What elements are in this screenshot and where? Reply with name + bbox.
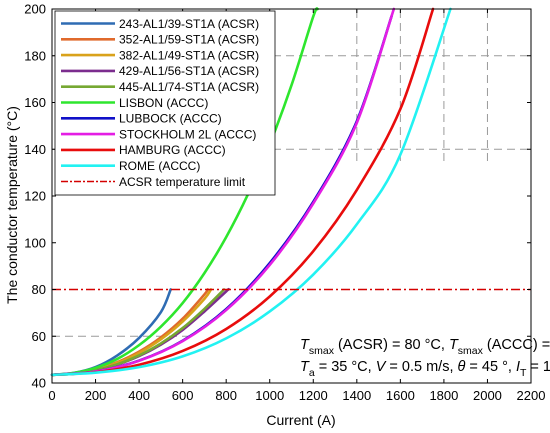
- legend-label-8: STOCKHOLM 2L (ACCC): [119, 127, 256, 141]
- y-tick-label: 200: [24, 2, 46, 17]
- y-tick-label: 60: [32, 329, 46, 344]
- series-line-10: [50, 7, 452, 377]
- y-tick-label: 100: [24, 235, 46, 250]
- legend-label-2: 352-AL1/59-ST1A (ACSR): [119, 33, 259, 47]
- x-tick-label: 0: [48, 388, 55, 403]
- x-tick-label: 2000: [473, 388, 502, 403]
- legend-label-10: ROME (ACCC): [119, 159, 200, 173]
- y-tick-label: 160: [24, 95, 46, 110]
- x-axis-label: Current (A): [266, 412, 335, 428]
- x-tick-label: 400: [128, 388, 150, 403]
- x-tick-label: 1800: [429, 388, 458, 403]
- x-axis-ticks: 0 200 400 600 800 1000 1200 1400 1600 1800 2000 220…: [48, 9, 545, 403]
- legend-label-6: LISBON (ACCC): [119, 96, 208, 110]
- y-tick-label: 180: [24, 48, 46, 63]
- x-tick-label: 2200: [517, 388, 546, 403]
- x-tick-label: 200: [85, 388, 107, 403]
- annotation-line-1: Tsmax (ACSR) = 80 °C, Tsmax (ACCC) = 200…: [300, 337, 550, 357]
- legend-label-1: 243-AL1/39-ST1A (ACSR): [119, 17, 259, 31]
- legend: 243-AL1/39-ST1A (ACSR) 352-AL1/59-ST1A (A…: [54, 10, 276, 196]
- x-tick-label: 800: [215, 388, 237, 403]
- x-tick-label: 1000: [255, 388, 284, 403]
- x-tick-label: 600: [172, 388, 194, 403]
- series-line-9: [50, 7, 435, 377]
- series-line-8: [50, 7, 396, 377]
- y-tick-label: 120: [24, 189, 46, 204]
- legend-label-4: 429-AL1/56-ST1A (ACSR): [119, 64, 259, 78]
- y-tick-label: 40: [32, 376, 46, 391]
- y-tick-label: 140: [24, 142, 46, 157]
- legend-label-7: LUBBOCK (ACCC): [119, 112, 222, 126]
- y-axis-ticks: 40 60 80 100 120 140 160 180 200: [24, 2, 531, 391]
- legend-label-11: ACSR temperature limit: [119, 175, 246, 189]
- series-curves: [50, 7, 452, 377]
- x-tick-label: 1600: [386, 388, 415, 403]
- series-line-6: [50, 7, 319, 377]
- annotation-line-2: Ta = 35 °C, V = 0.5 m/s, θ = 45 °, IT = …: [300, 356, 550, 379]
- y-tick-label: 80: [32, 282, 46, 297]
- x-tick-label: 1200: [299, 388, 328, 403]
- x-tick-label: 1400: [342, 388, 371, 403]
- legend-label-9: HAMBURG (ACCC): [119, 143, 226, 157]
- legend-label-3: 382-AL1/49-ST1A (ACSR): [119, 48, 259, 62]
- y-axis-label: The conductor temperature (°C): [4, 106, 20, 304]
- legend-label-5: 445-AL1/74-ST1A (ACSR): [119, 80, 259, 94]
